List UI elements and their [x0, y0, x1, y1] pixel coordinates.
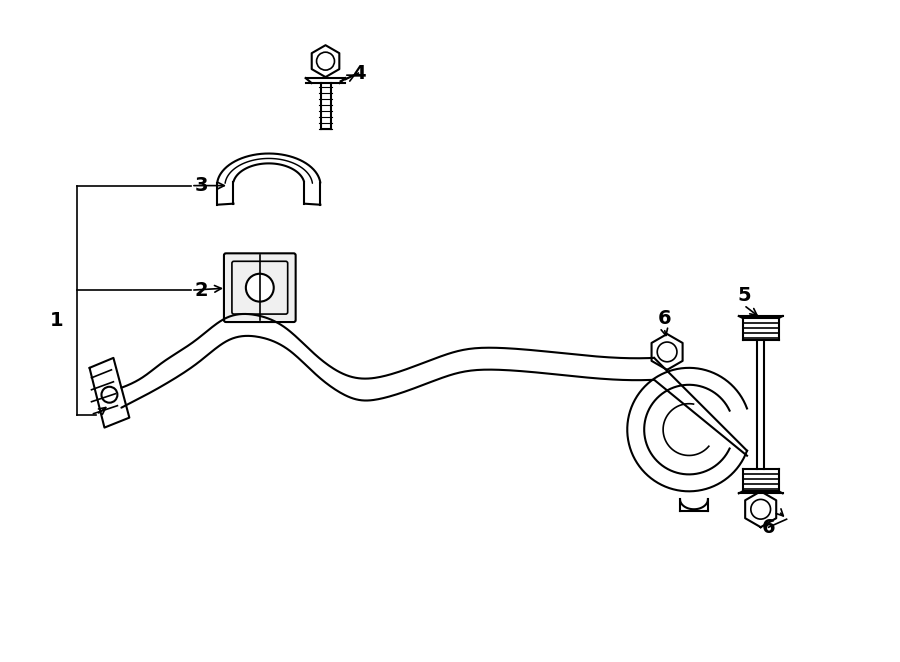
FancyBboxPatch shape	[224, 254, 296, 322]
Text: 6: 6	[761, 518, 776, 537]
Text: 5: 5	[737, 285, 751, 305]
Text: 1: 1	[50, 310, 64, 330]
Text: 4: 4	[352, 64, 365, 83]
Text: 3: 3	[194, 176, 208, 195]
Text: 2: 2	[194, 281, 208, 300]
Circle shape	[246, 274, 274, 302]
Text: 6: 6	[657, 308, 670, 328]
